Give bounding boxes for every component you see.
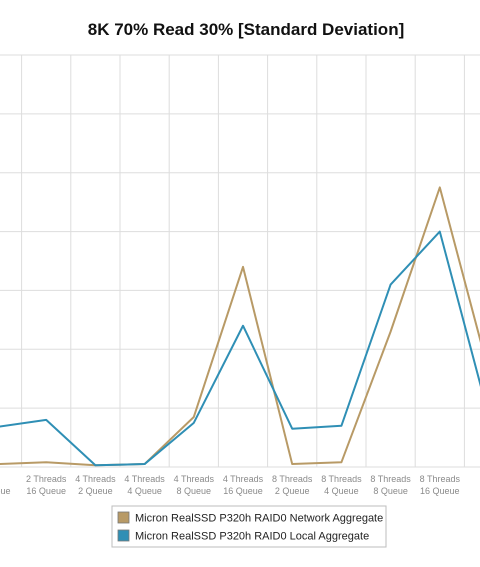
x-tick-label: 8 Threads — [420, 474, 461, 484]
x-tick-label: 8 Threads — [370, 474, 411, 484]
legend-label: Micron RealSSD P320h RAID0 Network Aggre… — [135, 513, 383, 525]
x-axis-ticks: Queue 2 Threads 16 Queue 4 Threads 2 Queue 4 … — [0, 474, 461, 496]
chart-title: 8K 70% Read 30% [Standard Deviation] — [88, 20, 404, 39]
x-tick-label: 4 Threads — [223, 474, 264, 484]
x-tick-label: 8 Queue — [373, 486, 408, 496]
x-tick-label: Queue — [0, 486, 11, 496]
legend: Micron RealSSD P320h RAID0 Network Aggre… — [111, 505, 387, 548]
series-layer — [0, 186, 480, 467]
x-tick-label: 4 Threads — [75, 474, 116, 484]
x-tick-label: 4 Queue — [127, 486, 162, 496]
legend-label: Micron RealSSD P320h RAID0 Local Aggrega… — [135, 531, 369, 543]
legend-swatch — [117, 529, 130, 542]
grid — [0, 54, 480, 468]
series-line-2 — [0, 230, 480, 467]
legend-swatch — [117, 511, 130, 524]
series-line-1 — [0, 186, 480, 467]
legend-box — [111, 505, 387, 548]
x-tick-label: 16 Queue — [26, 486, 66, 496]
x-tick-label: 4 Threads — [124, 474, 165, 484]
x-tick-label: 8 Threads — [272, 474, 313, 484]
x-tick-label: 2 Threads — [26, 474, 67, 484]
x-tick-label: 16 Queue — [420, 486, 460, 496]
x-tick-label: 8 Threads — [321, 474, 362, 484]
x-tick-label: 4 Threads — [174, 474, 215, 484]
x-tick-label: 4 Queue — [324, 486, 359, 496]
x-tick-label: 2 Queue — [275, 486, 310, 496]
x-tick-label: 8 Queue — [177, 486, 212, 496]
x-tick-label: 16 Queue — [223, 486, 263, 496]
x-tick-label: 2 Queue — [78, 486, 113, 496]
